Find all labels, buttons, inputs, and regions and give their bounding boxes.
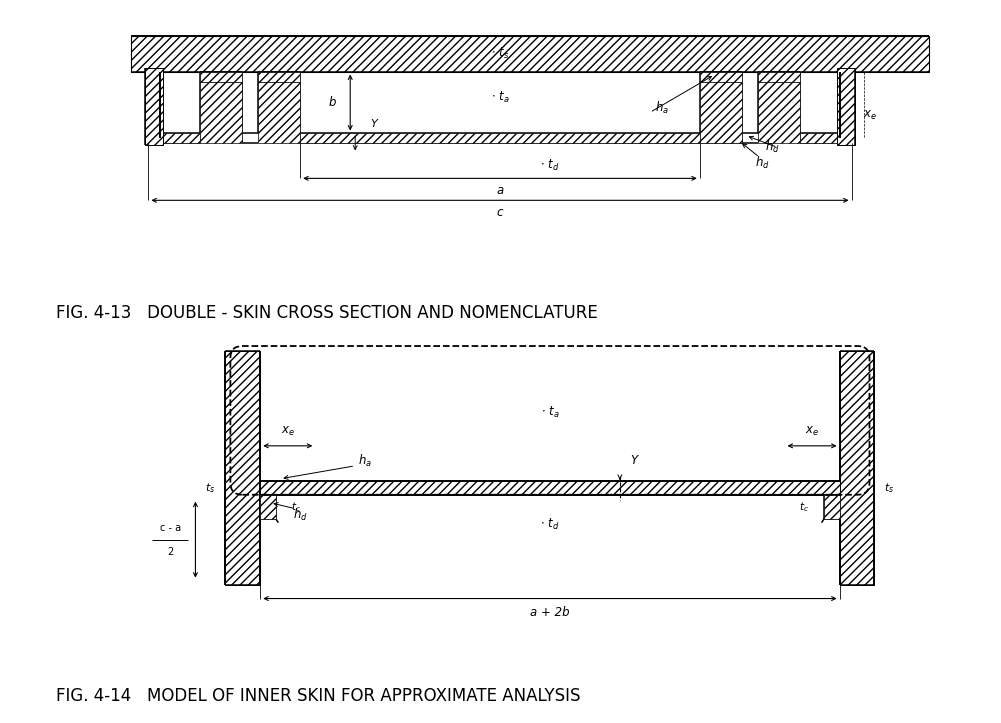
- Text: $t_s$: $t_s$: [205, 481, 215, 495]
- Text: $\cdot$ $t_d$: $\cdot$ $t_d$: [541, 517, 560, 532]
- Text: $h_a$: $h_a$: [655, 100, 669, 116]
- Text: a: a: [496, 184, 504, 197]
- Bar: [225, 351, 260, 585]
- Text: $\cdot$ $t_d$: $\cdot$ $t_d$: [541, 158, 560, 173]
- Bar: [260, 495, 276, 518]
- Text: $x_e$: $x_e$: [805, 425, 819, 438]
- Text: c - a: c - a: [160, 523, 181, 533]
- Bar: [258, 72, 300, 82]
- Bar: [130, 35, 929, 72]
- Bar: [260, 481, 840, 495]
- Text: $x_e$: $x_e$: [281, 425, 295, 438]
- Bar: [840, 351, 875, 585]
- Bar: [300, 134, 700, 143]
- Text: $h_a$: $h_a$: [358, 453, 372, 469]
- Text: $h_d$: $h_d$: [293, 507, 307, 523]
- Bar: [824, 495, 840, 518]
- Text: $h_d$: $h_d$: [755, 155, 770, 171]
- Text: FIG. 4-14   MODEL OF INNER SKIN FOR APPROXIMATE ANALYSIS: FIG. 4-14 MODEL OF INNER SKIN FOR APPROX…: [56, 688, 581, 706]
- Text: $t_c$: $t_c$: [799, 500, 809, 513]
- Text: 2: 2: [167, 547, 173, 557]
- Bar: [758, 72, 800, 82]
- Text: $\cdot$ $t_s$: $\cdot$ $t_s$: [490, 46, 510, 61]
- Text: FIG. 4-13   DOUBLE - SKIN CROSS SECTION AND NOMENCLATURE: FIG. 4-13 DOUBLE - SKIN CROSS SECTION AN…: [56, 304, 598, 322]
- Text: $\cdot$ $t_a$: $\cdot$ $t_a$: [490, 90, 510, 105]
- Text: Y: Y: [630, 454, 637, 467]
- Text: Y: Y: [370, 119, 377, 129]
- Bar: [700, 82, 742, 143]
- Text: a + 2b: a + 2b: [531, 606, 570, 619]
- Bar: [200, 82, 242, 143]
- Bar: [200, 72, 242, 82]
- Bar: [258, 82, 300, 143]
- Text: c: c: [496, 206, 504, 219]
- Text: $\cdot$ $t_a$: $\cdot$ $t_a$: [541, 406, 560, 421]
- Bar: [160, 134, 200, 143]
- Bar: [145, 67, 163, 145]
- Bar: [837, 67, 855, 145]
- Text: $t_s$: $t_s$: [885, 481, 895, 495]
- Text: $h_d$: $h_d$: [765, 140, 780, 155]
- Text: $t_c$: $t_c$: [291, 500, 301, 513]
- Bar: [758, 82, 800, 143]
- Bar: [800, 134, 840, 143]
- Text: b: b: [328, 96, 336, 109]
- Bar: [700, 72, 742, 82]
- Text: $x_e$: $x_e$: [863, 109, 877, 122]
